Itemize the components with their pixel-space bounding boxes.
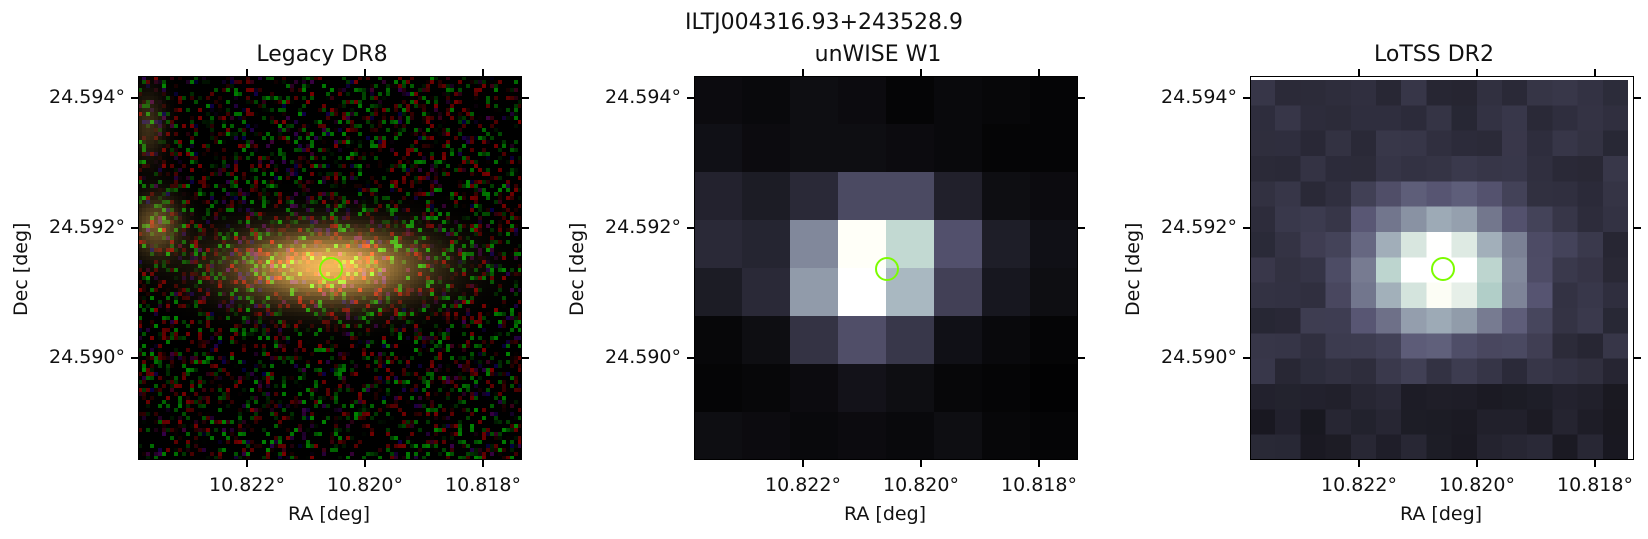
y-tick-mark <box>1634 227 1641 229</box>
x-tick-mark <box>920 69 922 76</box>
panel-legacy-dr8: Legacy DR8 24.594° 24.592° 24.590° 10.82… <box>0 0 529 539</box>
source-marker-circle <box>1431 257 1455 281</box>
x-tick-mark <box>482 460 484 467</box>
x-tick-mark <box>482 69 484 76</box>
x-tick-label: 10.822° <box>1321 474 1397 496</box>
x-tick-mark <box>1358 460 1360 467</box>
y-tick-label: 24.592° <box>1161 216 1237 238</box>
x-tick-mark <box>802 460 804 467</box>
panel-title: Legacy DR8 <box>256 42 388 67</box>
x-tick-mark <box>1476 69 1478 76</box>
y-tick-mark <box>687 227 694 229</box>
figure-title: ILTJ004316.93+243528.9 <box>684 10 964 35</box>
image-legacy-dr8 <box>138 76 522 460</box>
y-tick-mark <box>131 97 138 99</box>
y-tick-label: 24.594° <box>1161 86 1237 108</box>
y-axis-label: Dec [deg] <box>10 222 32 316</box>
x-tick-mark <box>920 460 922 467</box>
x-tick-label: 10.820° <box>1439 474 1515 496</box>
y-tick-label: 24.594° <box>49 86 125 108</box>
x-tick-label: 10.818° <box>445 474 521 496</box>
panel-title: LoTSS DR2 <box>1374 42 1494 67</box>
x-tick-label: 10.822° <box>765 474 841 496</box>
x-tick-mark <box>1358 69 1360 76</box>
y-tick-mark <box>687 357 694 359</box>
y-tick-label: 24.592° <box>605 216 681 238</box>
y-tick-mark <box>131 227 138 229</box>
x-tick-mark <box>1038 69 1040 76</box>
panel-lotss-dr2: LoTSS DR2 24.594° 24.592° 24.590° 10.822… <box>1112 0 1641 539</box>
y-axis-label: Dec [deg] <box>1122 222 1144 316</box>
y-tick-mark <box>1078 97 1085 99</box>
y-tick-mark <box>1243 97 1250 99</box>
x-tick-label: 10.818° <box>1001 474 1077 496</box>
image-unwise-w1 <box>694 76 1078 460</box>
x-tick-label: 10.820° <box>327 474 403 496</box>
x-tick-mark <box>1476 460 1478 467</box>
y-tick-mark <box>1634 357 1641 359</box>
panel-title: unWISE W1 <box>814 42 942 67</box>
x-axis-label: RA [deg] <box>287 503 371 525</box>
y-tick-label: 24.592° <box>49 216 125 238</box>
y-tick-mark <box>1078 357 1085 359</box>
x-tick-mark <box>802 69 804 76</box>
y-tick-mark <box>687 97 694 99</box>
source-marker-circle <box>319 257 343 281</box>
x-axis-label: RA [deg] <box>843 503 927 525</box>
x-tick-mark <box>1038 460 1040 467</box>
image-lotss-dr2 <box>1250 76 1634 460</box>
x-tick-mark <box>1594 460 1596 467</box>
x-tick-label: 10.822° <box>209 474 285 496</box>
x-axis-label: RA [deg] <box>1399 503 1483 525</box>
x-tick-mark <box>246 69 248 76</box>
x-tick-mark <box>1594 69 1596 76</box>
y-tick-mark <box>522 227 529 229</box>
y-tick-mark <box>522 97 529 99</box>
y-tick-label: 24.594° <box>605 86 681 108</box>
y-tick-mark <box>1078 227 1085 229</box>
y-tick-mark <box>1634 97 1641 99</box>
x-tick-mark <box>246 460 248 467</box>
y-tick-mark <box>131 357 138 359</box>
x-tick-mark <box>364 460 366 467</box>
x-tick-label: 10.820° <box>883 474 959 496</box>
y-tick-mark <box>522 357 529 359</box>
x-tick-label: 10.818° <box>1557 474 1633 496</box>
panel-unwise-w1: unWISE W1 24.594° 24.592° 24.590° 10.822… <box>556 0 1085 539</box>
y-tick-label: 24.590° <box>49 346 125 368</box>
y-tick-label: 24.590° <box>1161 346 1237 368</box>
y-tick-mark <box>1243 357 1250 359</box>
y-axis-label: Dec [deg] <box>566 222 588 316</box>
x-tick-mark <box>364 69 366 76</box>
y-tick-label: 24.590° <box>605 346 681 368</box>
source-marker-circle <box>875 257 899 281</box>
y-tick-mark <box>1243 227 1250 229</box>
